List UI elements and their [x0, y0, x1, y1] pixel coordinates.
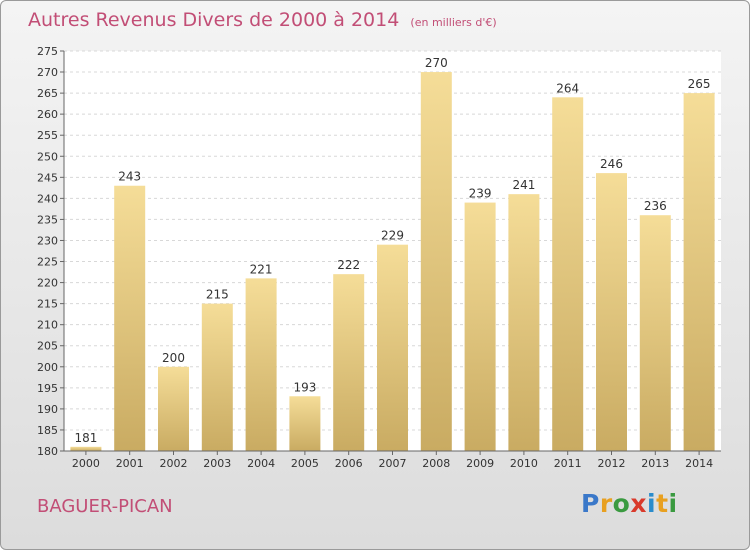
y-tick-label: 185	[37, 424, 58, 437]
bar	[333, 274, 365, 451]
bar-value-label: 229	[381, 229, 404, 243]
bar-value-label: 181	[74, 431, 97, 445]
chart-subtitle: (en milliers d'€)	[410, 16, 497, 29]
y-tick-label: 220	[37, 277, 58, 290]
bar-value-label: 222	[337, 258, 360, 272]
logo-letter: i	[647, 489, 657, 518]
logo-letter: x	[630, 489, 647, 518]
y-tick-label: 225	[37, 256, 58, 269]
y-tick-label: 215	[37, 298, 58, 311]
bar	[464, 202, 496, 451]
bar-value-label: 270	[425, 56, 448, 70]
x-tick-label: 2014	[685, 457, 713, 470]
bar	[420, 72, 452, 451]
city-name: BAGUER-PICAN	[37, 496, 173, 517]
x-tick-label: 2000	[72, 457, 100, 470]
y-tick-label: 240	[37, 192, 58, 205]
logo-letter: o	[612, 489, 631, 518]
bar-value-label: 193	[293, 380, 316, 394]
bar	[377, 244, 408, 451]
x-tick-label: 2012	[598, 457, 626, 470]
proxiti-logo: Proxiti	[581, 489, 678, 518]
y-tick-label: 230	[37, 234, 58, 247]
logo-letter: i	[668, 489, 678, 518]
bar	[158, 366, 189, 451]
bar	[245, 278, 277, 451]
axis-layer: 180 185 190 195 200 205 210 215 220 225 230 235 240 2…	[37, 45, 721, 470]
bar-value-label: 241	[512, 178, 535, 192]
y-tick-label: 275	[37, 45, 58, 58]
bar-value-label: 264	[556, 81, 579, 95]
bar-value-label: 243	[118, 170, 141, 184]
y-tick-label: 255	[37, 129, 58, 142]
bar-value-label: 215	[206, 288, 229, 302]
bar	[289, 396, 321, 451]
x-tick-label: 2011	[554, 457, 582, 470]
y-tick-label: 210	[37, 319, 58, 332]
bar-layer: 181 243 200 215 221 193 222 229 270 239 241 264 246 2…	[70, 56, 715, 452]
bar	[683, 93, 715, 452]
bar	[596, 173, 627, 451]
x-tick-label: 2007	[379, 457, 407, 470]
y-tick-label: 265	[37, 87, 58, 100]
y-tick-label: 190	[37, 403, 58, 416]
logo-letter: t	[656, 489, 669, 518]
x-tick-label: 2013	[641, 457, 669, 470]
y-tick-label: 245	[37, 171, 58, 184]
x-tick-label: 2006	[335, 457, 363, 470]
logo-letter: r	[599, 489, 613, 518]
x-tick-label: 2009	[466, 457, 494, 470]
bar-value-label: 246	[600, 157, 623, 171]
y-tick-label: 235	[37, 213, 58, 226]
x-tick-label: 2003	[203, 457, 231, 470]
title-row: Autres Revenus Divers de 2000 à 2014 (en…	[28, 9, 497, 31]
y-tick-label: 260	[37, 108, 58, 121]
logo-letter: P	[581, 489, 600, 518]
bar	[114, 185, 146, 451]
bar-value-label: 239	[469, 187, 492, 201]
bar-value-label: 265	[688, 77, 711, 91]
y-tick-label: 270	[37, 66, 58, 79]
x-tick-label: 2004	[247, 457, 275, 470]
bar	[552, 97, 584, 451]
y-tick-label: 195	[37, 382, 58, 395]
x-tick-label: 2010	[510, 457, 538, 470]
bar-value-label: 221	[250, 262, 273, 276]
y-tick-label: 250	[37, 150, 58, 163]
bar	[201, 303, 233, 451]
bar	[70, 446, 102, 451]
bar	[508, 194, 540, 451]
bar-value-label: 200	[162, 351, 185, 365]
bar	[639, 215, 671, 451]
x-tick-label: 2008	[422, 457, 450, 470]
x-tick-label: 2005	[291, 457, 319, 470]
x-tick-label: 2001	[116, 457, 144, 470]
y-tick-label: 180	[37, 445, 58, 458]
y-tick-label: 200	[37, 361, 58, 374]
x-tick-label: 2002	[160, 457, 188, 470]
bar-value-label: 236	[644, 199, 667, 213]
y-tick-label: 205	[37, 340, 58, 353]
chart-title: Autres Revenus Divers de 2000 à 2014	[28, 9, 400, 31]
